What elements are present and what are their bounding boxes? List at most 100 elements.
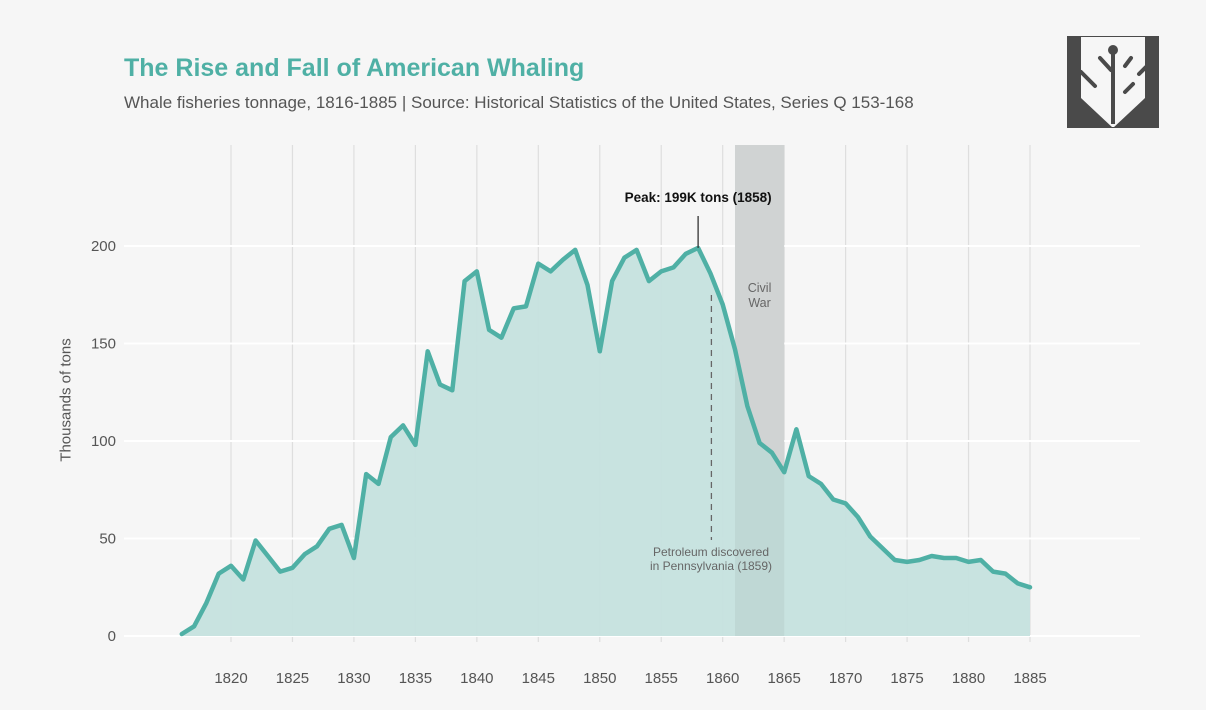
data-point: [831, 498, 835, 502]
data-point: [389, 435, 393, 439]
data-point: [610, 279, 614, 283]
x-tick-label: 1840: [460, 670, 493, 687]
x-tick-labels: 1820 1825 1830 1835 1840 1845 1850 1855 1860 1865…: [214, 670, 1046, 687]
data-point: [893, 558, 897, 562]
data-point: [745, 404, 749, 408]
data-point: [512, 306, 516, 310]
data-point: [352, 556, 356, 560]
data-point: [954, 556, 958, 560]
data-point: [1003, 572, 1007, 576]
tree-in-shield-logo-icon: [1067, 36, 1159, 128]
data-point: [217, 572, 221, 576]
data-point: [426, 349, 430, 353]
data-point: [905, 560, 909, 564]
data-point: [278, 570, 282, 574]
data-point: [880, 546, 884, 550]
data-point: [413, 443, 417, 447]
data-point: [327, 527, 331, 531]
data-point: [1028, 585, 1032, 589]
data-point: [930, 554, 934, 558]
y-tick-label: 150: [91, 336, 116, 353]
data-point: [979, 558, 983, 562]
data-point: [672, 265, 676, 269]
data-point: [192, 624, 196, 628]
y-tick-label: 50: [99, 531, 116, 548]
data-point: [401, 423, 405, 427]
data-point: [536, 262, 540, 266]
petroleum-label-line2: in Pennsylvania (1859): [650, 559, 772, 573]
data-point: [377, 482, 381, 486]
data-point: [266, 554, 270, 558]
data-point: [438, 382, 442, 386]
x-tick-label: 1885: [1013, 670, 1046, 687]
data-point: [696, 246, 700, 250]
data-point: [659, 269, 663, 273]
x-tick-label: 1875: [890, 670, 923, 687]
x-tick-label: 1830: [337, 670, 370, 687]
data-point: [598, 349, 602, 353]
data-point: [868, 535, 872, 539]
x-tick-label: 1865: [767, 670, 800, 687]
data-point: [303, 552, 307, 556]
y-tick-label: 100: [91, 433, 116, 450]
peak-label: Peak: 199K tons (1858): [625, 190, 772, 205]
x-tick-label: 1825: [276, 670, 309, 687]
data-point: [917, 558, 921, 562]
data-point: [487, 328, 491, 332]
y-tick-label: 200: [91, 238, 116, 255]
x-tick-label: 1820: [214, 670, 247, 687]
data-point: [844, 501, 848, 505]
data-point: [733, 347, 737, 351]
data-point: [229, 564, 233, 568]
data-point: [819, 482, 823, 486]
data-point: [450, 388, 454, 392]
data-point: [635, 248, 639, 252]
data-point: [204, 601, 208, 605]
data-point: [315, 544, 319, 548]
x-tick-label: 1835: [399, 670, 432, 687]
y-tick-labels: 0 50 100 150 200: [91, 238, 116, 645]
tonnage-line: [179, 245, 1033, 637]
data-point: [794, 427, 798, 431]
tonnage-area: [181, 247, 1031, 636]
data-point: [290, 566, 294, 570]
data-point: [499, 336, 503, 340]
data-point: [463, 279, 467, 283]
civil-war-label-line2: War: [748, 296, 770, 310]
x-tick-label: 1845: [522, 670, 555, 687]
data-point: [475, 269, 479, 273]
x-tick-label: 1880: [952, 670, 985, 687]
chart-subtitle: Whale fisheries tonnage, 1816-1885 | Sou…: [124, 93, 914, 112]
data-point: [991, 570, 995, 574]
x-tick-label: 1850: [583, 670, 616, 687]
data-point: [524, 304, 528, 308]
data-point: [942, 556, 946, 560]
civil-war-label-line1: Civil: [748, 281, 772, 295]
data-point: [770, 451, 774, 455]
data-point: [340, 523, 344, 527]
petroleum-label-line1: Petroleum discovered: [653, 545, 769, 559]
x-tick-label: 1860: [706, 670, 739, 687]
data-point: [549, 269, 553, 273]
data-point: [721, 303, 725, 307]
data-point: [561, 258, 565, 262]
data-point: [254, 538, 258, 542]
data-point: [241, 577, 245, 581]
chart-title: The Rise and Fall of American Whaling: [124, 54, 585, 82]
data-point: [758, 441, 762, 445]
x-tick-label: 1855: [645, 670, 678, 687]
data-point: [622, 256, 626, 260]
data-point: [684, 252, 688, 256]
data-point: [856, 515, 860, 519]
data-point: [647, 279, 651, 283]
data-point: [708, 271, 712, 275]
data-point: [180, 632, 184, 636]
data-point: [967, 560, 971, 564]
data-point: [1016, 581, 1020, 585]
y-tick-label: 0: [108, 628, 116, 645]
data-point: [364, 472, 368, 476]
data-point: [782, 470, 786, 474]
x-tick-label: 1870: [829, 670, 862, 687]
data-point: [585, 283, 589, 287]
